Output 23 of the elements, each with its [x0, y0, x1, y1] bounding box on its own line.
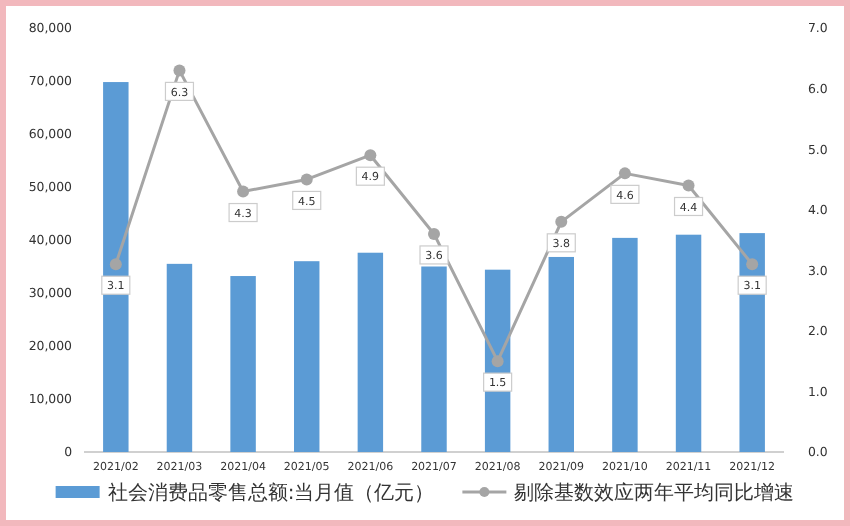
legend-label: 剔除基数效应两年平均同比增速 — [514, 481, 795, 505]
bar — [739, 233, 765, 452]
point — [364, 149, 377, 162]
bar — [166, 263, 193, 452]
bar — [548, 256, 574, 452]
bar — [103, 82, 129, 452]
bar — [421, 266, 447, 452]
bar — [612, 237, 638, 452]
point — [491, 355, 504, 368]
point — [173, 64, 186, 77]
point — [109, 258, 122, 271]
point — [555, 215, 568, 228]
bar — [294, 261, 320, 452]
point — [618, 167, 631, 180]
bar — [675, 234, 702, 452]
legend-label: 社会消费品零售总额:当月值（亿元） — [107, 481, 435, 505]
bar — [230, 276, 256, 452]
point — [746, 258, 759, 271]
point — [237, 185, 250, 198]
point — [682, 179, 695, 192]
bar — [357, 252, 384, 452]
point — [428, 227, 440, 240]
point — [300, 173, 313, 186]
